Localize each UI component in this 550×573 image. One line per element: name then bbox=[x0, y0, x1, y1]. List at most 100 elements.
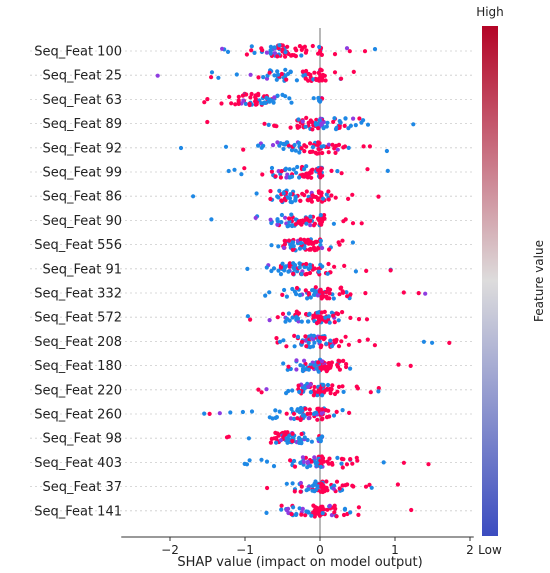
shap-point bbox=[357, 338, 362, 344]
shap-point bbox=[278, 438, 283, 443]
shap-point bbox=[290, 481, 295, 486]
shap-point bbox=[310, 145, 316, 150]
shap-point bbox=[261, 143, 266, 148]
feature-label: Seq_Feat 403 bbox=[34, 456, 122, 471]
feature-label: Seq_Feat 98 bbox=[42, 432, 122, 447]
shap-point bbox=[297, 150, 302, 155]
shap-point bbox=[307, 149, 313, 155]
shap-point bbox=[269, 165, 275, 171]
shap-point bbox=[318, 439, 323, 444]
shap-point bbox=[341, 219, 346, 224]
shap-point bbox=[253, 215, 258, 220]
shap-point bbox=[348, 315, 353, 320]
shap-point bbox=[306, 71, 311, 77]
shap-point bbox=[296, 117, 301, 122]
shap-point bbox=[312, 340, 317, 345]
shap-point bbox=[248, 317, 253, 322]
shap-point bbox=[298, 237, 303, 242]
shap-point bbox=[316, 360, 321, 365]
shap-point bbox=[339, 171, 344, 176]
shap-point bbox=[268, 51, 273, 56]
shap-point bbox=[329, 168, 334, 173]
shap-point bbox=[401, 460, 406, 465]
shap-point bbox=[282, 287, 287, 293]
shap-point bbox=[384, 148, 389, 154]
shap-point bbox=[294, 309, 299, 314]
shap-point bbox=[268, 189, 273, 194]
shap-point bbox=[264, 387, 269, 392]
scatter-points bbox=[155, 43, 452, 519]
shap-point bbox=[298, 240, 304, 246]
shap-point bbox=[331, 221, 336, 226]
colorbar-low-label: Low bbox=[478, 543, 502, 557]
shap-point bbox=[299, 484, 304, 489]
shap-point bbox=[287, 318, 292, 323]
shap-point bbox=[281, 146, 286, 151]
shap-point bbox=[302, 149, 307, 154]
shap-point bbox=[316, 189, 321, 194]
shap-point bbox=[326, 142, 331, 147]
shap-point bbox=[316, 314, 321, 319]
shap-point bbox=[348, 366, 353, 371]
shap-point bbox=[298, 405, 303, 411]
shap-point bbox=[297, 44, 302, 49]
shap-point bbox=[225, 49, 231, 55]
shap-point bbox=[409, 507, 414, 513]
shap-point bbox=[395, 482, 400, 487]
shap-point bbox=[325, 120, 330, 125]
shap-point bbox=[291, 271, 296, 276]
shap-point bbox=[325, 296, 330, 301]
shap-point bbox=[331, 119, 336, 124]
shap-point bbox=[279, 169, 284, 174]
shap-point bbox=[304, 68, 309, 74]
shap-point bbox=[300, 413, 305, 418]
shap-point bbox=[302, 358, 307, 363]
shap-point bbox=[319, 144, 324, 149]
shap-point bbox=[332, 320, 337, 325]
shap-point bbox=[283, 54, 288, 59]
shap-point bbox=[314, 117, 319, 122]
shap-point bbox=[291, 265, 296, 270]
shap-point bbox=[334, 409, 339, 414]
shap-point bbox=[299, 319, 304, 324]
shap-point bbox=[356, 505, 361, 510]
shap-point bbox=[325, 382, 331, 388]
shap-point bbox=[313, 285, 318, 290]
shap-point bbox=[292, 344, 297, 349]
shap-point bbox=[219, 101, 224, 106]
shap-point bbox=[423, 291, 428, 296]
shap-point bbox=[302, 174, 307, 179]
shap-point bbox=[329, 344, 334, 349]
feature-label: Seq_Feat 89 bbox=[42, 117, 122, 132]
shap-point bbox=[331, 505, 337, 510]
shap-point bbox=[270, 143, 276, 148]
feature-label: Seq_Feat 260 bbox=[34, 408, 122, 423]
shap-point bbox=[269, 169, 274, 174]
shap-point bbox=[285, 224, 290, 229]
shap-point bbox=[275, 222, 280, 227]
shap-point bbox=[245, 266, 250, 271]
feature-label: Seq_Feat 141 bbox=[34, 504, 122, 519]
shap-point bbox=[278, 265, 283, 270]
shap-point bbox=[365, 122, 371, 127]
shap-point bbox=[346, 342, 351, 347]
shap-point bbox=[315, 511, 320, 516]
shap-point bbox=[344, 462, 350, 467]
shap-point bbox=[281, 245, 286, 250]
shap-point bbox=[209, 70, 215, 75]
shap-point bbox=[297, 124, 302, 129]
shap-point bbox=[356, 317, 362, 322]
shap-point bbox=[401, 290, 406, 295]
shap-point bbox=[242, 461, 247, 466]
shap-point bbox=[343, 116, 348, 121]
shap-point bbox=[447, 340, 452, 345]
shap-point bbox=[282, 142, 287, 147]
shap-point bbox=[292, 464, 298, 469]
shap-point bbox=[416, 291, 421, 296]
shap-point bbox=[345, 294, 350, 299]
shap-point bbox=[320, 407, 325, 412]
shap-point bbox=[283, 50, 288, 55]
shap-point bbox=[275, 219, 280, 224]
shap-point bbox=[353, 123, 358, 128]
shap-point bbox=[300, 119, 305, 124]
